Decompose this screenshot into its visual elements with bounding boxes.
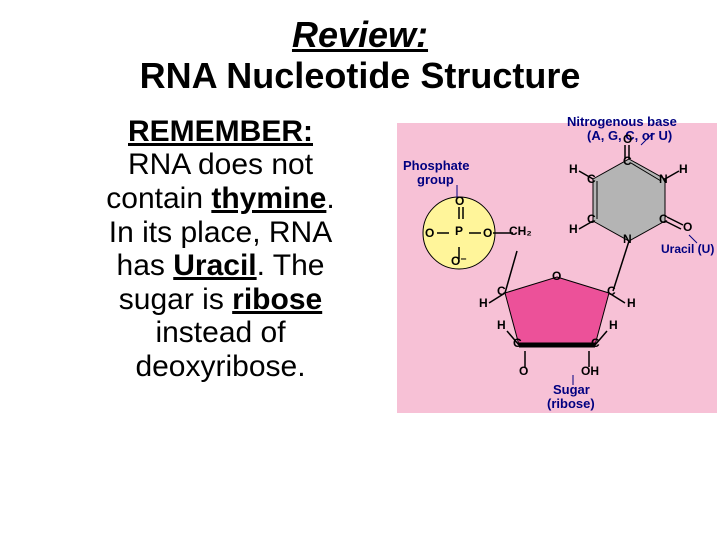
atom-base-C4: C — [587, 173, 596, 185]
sugar-label-2: (ribose) — [547, 397, 595, 410]
atom-P-Oright: O — [483, 227, 492, 239]
body-line7: instead of — [155, 316, 285, 349]
body-thymine: thymine — [211, 182, 326, 215]
atom-sugar-C3: C — [513, 337, 522, 349]
atom-sugar-H1: H — [479, 297, 488, 309]
body-line3a: contain — [106, 182, 211, 215]
atom-P: P — [455, 225, 463, 237]
atom-sugar-C4: C — [497, 285, 506, 297]
body-line3c: . — [326, 182, 334, 215]
base-label-1: Nitrogenous base — [567, 115, 677, 128]
atom-sugar-H4: H — [609, 319, 618, 331]
atom-sugar-H3: H — [497, 319, 506, 331]
atom-sugar-Oring: O — [552, 270, 561, 282]
atom-sugar-C2: C — [591, 337, 600, 349]
atom-base-C2: C — [659, 213, 668, 225]
atom-sugar-C1: C — [607, 285, 616, 297]
base-side-label: Uracil (U) — [661, 243, 714, 255]
atom-base-C3: C — [587, 213, 596, 225]
body-line5c: . The — [257, 249, 325, 282]
title-line1: Review: — [0, 14, 720, 55]
atom-P-Otop: O — [455, 195, 464, 207]
body-row: REMEMBER: RNA does not contain thymine . … — [0, 115, 720, 415]
atom-P-Oleft: O — [425, 227, 434, 239]
atom-base-N2: N — [623, 233, 632, 245]
atom-base-N1: N — [659, 173, 668, 185]
body-line5a: has — [117, 249, 174, 282]
atom-sugar-OH: OH — [581, 365, 599, 377]
slide: Review: RNA Nucleotide Structure REMEMBE… — [0, 0, 720, 540]
atom-base-C1: C — [623, 155, 632, 167]
title-line2: RNA Nucleotide Structure — [0, 55, 720, 96]
atom-base-Oside: O — [683, 221, 692, 233]
atom-P-Obot: O⁻ — [451, 255, 467, 267]
atom-sugar-H2: H — [627, 297, 636, 309]
atom-sugar-Obelow: O — [519, 365, 528, 377]
phosphate-label-1: Phosphate — [403, 159, 469, 172]
body-text: REMEMBER: RNA does not contain thymine . … — [0, 115, 393, 384]
body-line8: deoxyribose. — [135, 350, 305, 383]
body-ribose: ribose — [232, 283, 322, 316]
body-line6a: sugar is — [119, 283, 232, 316]
title-block: Review: RNA Nucleotide Structure — [0, 0, 720, 97]
atom-base-H2: H — [569, 163, 578, 175]
remember-heading: REMEMBER: — [128, 115, 313, 148]
body-line4: In its place, RNA — [109, 216, 332, 249]
nucleotide-diagram: Phosphate group Nitrogenous base (A, G, … — [397, 115, 717, 415]
atom-CH2: CH₂ — [509, 225, 532, 237]
atom-base-Otop: O — [623, 133, 632, 145]
body-uracil: Uracil — [173, 249, 256, 282]
atom-base-H1: H — [679, 163, 688, 175]
phosphate-label-2: group — [417, 173, 454, 186]
body-line2: RNA does not — [128, 148, 313, 181]
sugar-label-1: Sugar — [553, 383, 590, 396]
atom-base-H3: H — [569, 223, 578, 235]
